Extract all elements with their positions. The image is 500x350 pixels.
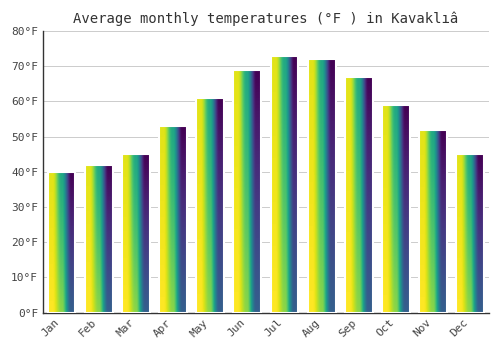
Bar: [48, 172, 76, 313]
Bar: [159, 126, 187, 313]
Bar: [234, 70, 262, 313]
Bar: [382, 105, 410, 313]
Bar: [345, 77, 373, 313]
Bar: [196, 98, 224, 313]
Title: Average monthly temperatures (°F ) in Kavaklıâ: Average monthly temperatures (°F ) in Ka…: [74, 11, 458, 26]
Bar: [308, 59, 336, 313]
Bar: [122, 154, 150, 313]
Bar: [419, 130, 447, 313]
Bar: [85, 165, 112, 313]
Bar: [456, 154, 484, 313]
Bar: [270, 56, 298, 313]
